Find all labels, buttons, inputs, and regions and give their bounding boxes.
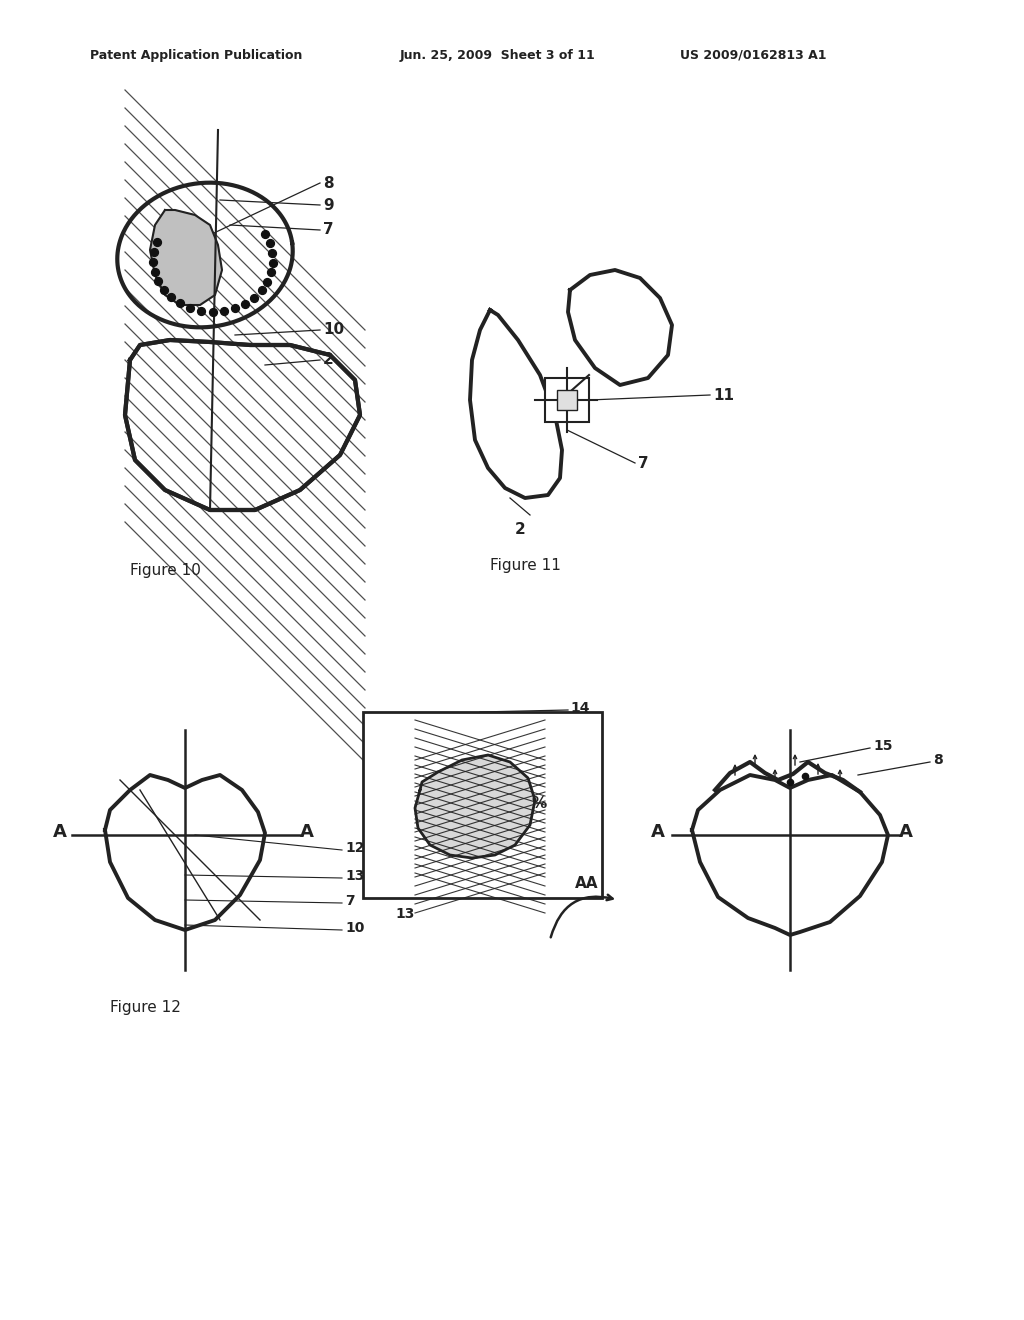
Text: 13: 13 — [395, 907, 415, 921]
Point — [797, 766, 813, 787]
Text: 7: 7 — [323, 223, 334, 238]
Text: 2: 2 — [323, 352, 334, 367]
Bar — [362, 711, 602, 898]
Point — [263, 261, 280, 282]
Point — [265, 252, 282, 273]
Point — [226, 298, 243, 319]
Text: 8: 8 — [933, 752, 943, 767]
Point — [145, 242, 162, 263]
Text: 12: 12 — [345, 841, 365, 855]
Point — [259, 271, 275, 292]
Text: 2: 2 — [515, 523, 525, 537]
Text: 11: 11 — [713, 388, 734, 403]
Polygon shape — [125, 341, 360, 510]
Text: A: A — [899, 822, 913, 841]
Point — [216, 301, 232, 322]
Text: Patent Application Publication: Patent Application Publication — [90, 49, 302, 62]
Text: US 2009/0162813 A1: US 2009/0162813 A1 — [680, 49, 826, 62]
Point — [781, 771, 798, 792]
Point — [172, 293, 188, 314]
Point — [264, 242, 281, 263]
Text: 9: 9 — [323, 198, 334, 213]
Text: 14: 14 — [570, 701, 590, 715]
Point — [254, 280, 270, 301]
Text: 7: 7 — [638, 455, 648, 470]
Text: 7: 7 — [345, 894, 354, 908]
Polygon shape — [415, 755, 535, 858]
Point — [163, 286, 179, 308]
Point — [150, 271, 166, 292]
Text: Figure 10: Figure 10 — [130, 564, 201, 578]
Point — [182, 297, 199, 318]
Point — [144, 251, 161, 272]
Text: A: A — [53, 822, 67, 841]
Text: %: % — [532, 796, 547, 810]
Point — [146, 261, 163, 282]
Point — [148, 231, 165, 252]
Point — [205, 301, 221, 322]
Text: A: A — [300, 822, 314, 841]
Text: 13: 13 — [345, 869, 365, 883]
Text: 8: 8 — [323, 176, 334, 190]
FancyBboxPatch shape — [557, 389, 577, 411]
Point — [193, 301, 209, 322]
Point — [257, 223, 273, 244]
Point — [156, 279, 172, 300]
Text: 10: 10 — [345, 921, 365, 935]
Point — [261, 232, 278, 253]
Point — [246, 288, 262, 309]
Text: A: A — [651, 822, 665, 841]
Text: Jun. 25, 2009  Sheet 3 of 11: Jun. 25, 2009 Sheet 3 of 11 — [400, 49, 596, 62]
Text: 10: 10 — [323, 322, 344, 338]
Polygon shape — [150, 210, 222, 305]
Text: Figure 12: Figure 12 — [110, 1001, 181, 1015]
Point — [237, 293, 253, 314]
FancyBboxPatch shape — [545, 378, 589, 422]
Text: 15: 15 — [873, 739, 893, 752]
Text: Figure 11: Figure 11 — [490, 558, 561, 573]
Text: AA: AA — [575, 876, 598, 891]
